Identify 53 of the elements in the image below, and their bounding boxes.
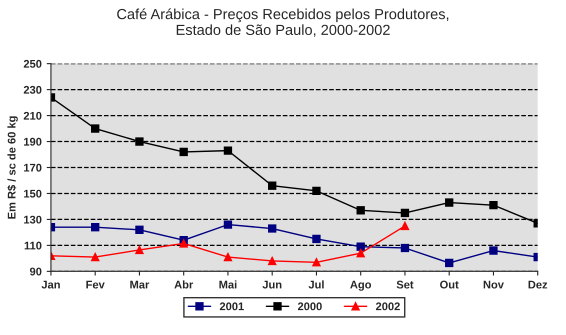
legend-label: 2001 [220,302,244,310]
point [135,246,144,254]
x-tick-label: Set [396,280,414,289]
legend-label: 2000 [298,302,322,310]
point [224,252,232,262]
x-tick-label: Mar [130,280,150,289]
point [135,226,144,234]
x-tick-label: Ago [350,280,372,291]
point [224,220,232,229]
point [400,244,410,252]
point [312,234,321,244]
y-tick-label: 170 [24,164,42,172]
x-tick-label: Nov [484,280,504,289]
point [135,137,144,146]
point [91,223,100,232]
point [489,200,498,210]
y-tick-label: 110 [24,242,42,250]
y-tick-label: 150 [24,190,42,198]
point [356,242,365,251]
point [445,198,454,207]
x-tick-label: Jan [42,280,60,289]
point [400,208,410,218]
y-axis-title: Em R$ / sc de 60 kg [7,116,18,219]
point [489,246,498,255]
point [312,258,321,266]
y-tick-label: 250 [24,60,42,68]
y-tick-label: 210 [24,112,42,120]
x-tick-label: Dez [528,280,548,289]
point [356,206,365,215]
x-tick-label: Jun [262,280,282,289]
point [91,124,100,133]
y-tick-label: 230 [24,86,42,94]
x-tick-label: Mai [219,280,236,289]
legend-label: 2002 [376,302,400,310]
x-tick-label: Out [440,280,459,289]
point [400,222,410,230]
chart-title: Café Arábica - Preços Recebidos pelos Produtores, Estado de São Paulo, 2000-2002 [117,8,448,37]
point [312,186,321,196]
point [356,249,365,258]
point [180,148,188,156]
point [268,224,276,233]
y-tick-label: 90 [30,268,42,276]
point [445,258,454,268]
point [268,182,276,190]
x-tick-label: Jul [308,280,324,289]
point [224,146,232,155]
x-tick-label: Fev [86,280,105,289]
point [268,256,276,266]
point [91,252,100,262]
x-tick-label: Abr [174,280,194,289]
point [180,239,188,248]
y-tick-label: 190 [24,138,42,146]
y-tick-label: 130 [24,216,42,224]
